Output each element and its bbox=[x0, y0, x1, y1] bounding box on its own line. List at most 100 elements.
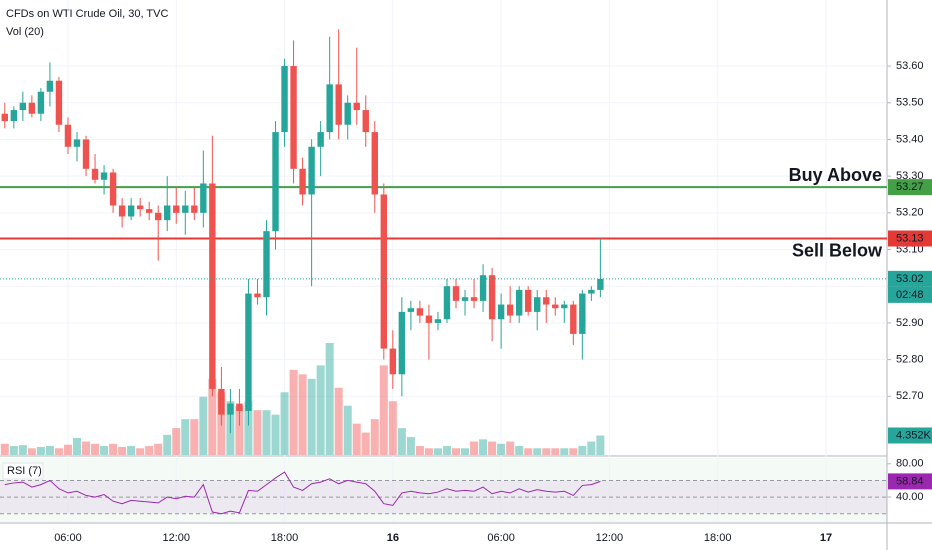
candle-body bbox=[524, 289, 532, 312]
volume-bar bbox=[569, 448, 578, 455]
candle-body bbox=[588, 289, 595, 294]
volume-bar bbox=[379, 365, 388, 455]
volume-bar bbox=[388, 401, 397, 455]
volume-bar bbox=[560, 448, 569, 455]
rsi-value-label: 58.84 bbox=[896, 475, 924, 487]
volume-bar bbox=[506, 441, 515, 455]
candle-body bbox=[534, 297, 541, 312]
candle-body bbox=[82, 139, 90, 169]
annotation: Sell Below bbox=[792, 240, 883, 260]
rsi-line bbox=[4, 471, 601, 515]
volume-bar bbox=[406, 437, 415, 455]
y-tick-label: 52.70 bbox=[896, 390, 924, 402]
candle-body bbox=[200, 183, 207, 213]
rsi-tick-label: 80.00 bbox=[896, 458, 924, 470]
candle-body bbox=[254, 293, 261, 298]
x-tick-label: 16 bbox=[387, 532, 399, 544]
candle-body bbox=[73, 139, 81, 147]
candle-body bbox=[488, 275, 496, 320]
y-tick-label: 53.60 bbox=[896, 60, 924, 72]
candle-body bbox=[263, 231, 270, 298]
rsi-tick-label: 40.00 bbox=[896, 491, 924, 503]
volume-bar bbox=[488, 441, 497, 455]
volume-bar bbox=[415, 446, 424, 455]
candle-body bbox=[434, 319, 442, 323]
candle-body bbox=[173, 205, 180, 213]
candle-body bbox=[64, 124, 72, 147]
candle-body bbox=[515, 289, 523, 316]
annotation: Buy Above bbox=[789, 165, 882, 185]
candle-body bbox=[425, 315, 433, 323]
volume-bar bbox=[461, 448, 470, 455]
volume-bar bbox=[136, 448, 145, 455]
candle-body bbox=[452, 286, 460, 301]
candle-body bbox=[19, 102, 27, 111]
candle-body bbox=[209, 183, 216, 389]
volume-bar bbox=[190, 419, 199, 455]
x-tick-label: 18:00 bbox=[704, 532, 732, 544]
candle-body bbox=[10, 110, 18, 122]
rsi-title-box bbox=[2, 462, 44, 480]
volume-bar bbox=[91, 443, 100, 455]
volume-bar bbox=[82, 441, 91, 455]
volume-bar bbox=[352, 423, 361, 455]
candle-body bbox=[389, 348, 397, 375]
candle-body bbox=[317, 132, 324, 147]
candle-body bbox=[497, 304, 505, 320]
candle-body bbox=[570, 304, 577, 334]
volume-bar bbox=[100, 446, 109, 455]
countdown: 02:48 bbox=[896, 289, 924, 301]
volume-bar bbox=[298, 374, 307, 455]
volume-bar bbox=[334, 387, 343, 455]
volume-bar bbox=[72, 437, 81, 455]
y-tick-label: 53.20 bbox=[896, 207, 924, 219]
candle-body bbox=[91, 168, 99, 180]
candle-body bbox=[182, 205, 189, 213]
candle-body bbox=[398, 311, 406, 375]
candle-body bbox=[46, 80, 54, 92]
volume-bar bbox=[596, 435, 605, 455]
volume-bar bbox=[361, 432, 370, 455]
volume-bar bbox=[542, 448, 551, 455]
candle-body bbox=[353, 102, 360, 111]
volume-bar bbox=[127, 446, 136, 455]
candle-body bbox=[100, 172, 108, 180]
volume-bar bbox=[154, 443, 163, 455]
candle-body bbox=[227, 403, 234, 415]
candle-body bbox=[543, 297, 550, 305]
candle-body bbox=[1, 113, 8, 122]
candle-body bbox=[109, 172, 117, 206]
volume-bar bbox=[244, 401, 253, 455]
y-tick-label: 52.80 bbox=[896, 354, 924, 366]
x-tick-label: 18:00 bbox=[271, 532, 299, 544]
level-price-label-box bbox=[888, 179, 932, 196]
candle-body bbox=[281, 66, 288, 133]
volume-bar bbox=[307, 378, 316, 455]
level-price-label-box bbox=[888, 230, 932, 247]
candle-body bbox=[380, 194, 388, 349]
candle-body bbox=[245, 293, 252, 411]
candle-body bbox=[344, 102, 351, 125]
x-tick-label: 06:00 bbox=[487, 532, 515, 544]
volume-bar bbox=[0, 443, 9, 455]
x-tick-label: 12:00 bbox=[162, 532, 190, 544]
y-tick-label: 53.30 bbox=[896, 170, 924, 182]
candle-body bbox=[479, 275, 487, 301]
x-tick-label: 17 bbox=[820, 532, 832, 544]
volume-bar bbox=[145, 446, 154, 455]
volume-bar bbox=[424, 448, 433, 455]
candle-body bbox=[272, 132, 279, 232]
candle-body bbox=[145, 209, 153, 213]
volume-bar bbox=[289, 369, 298, 455]
volume-bar bbox=[470, 441, 479, 455]
volume-bar bbox=[36, 446, 45, 455]
volume-bar bbox=[208, 378, 217, 455]
candle-body bbox=[191, 205, 198, 213]
candle-body bbox=[561, 304, 568, 309]
candle-body bbox=[164, 205, 171, 221]
volume-bar bbox=[118, 446, 127, 455]
volume-bar bbox=[316, 365, 325, 455]
candle-body bbox=[308, 146, 315, 195]
volume-bar bbox=[199, 396, 208, 455]
volume-bar bbox=[9, 446, 18, 455]
